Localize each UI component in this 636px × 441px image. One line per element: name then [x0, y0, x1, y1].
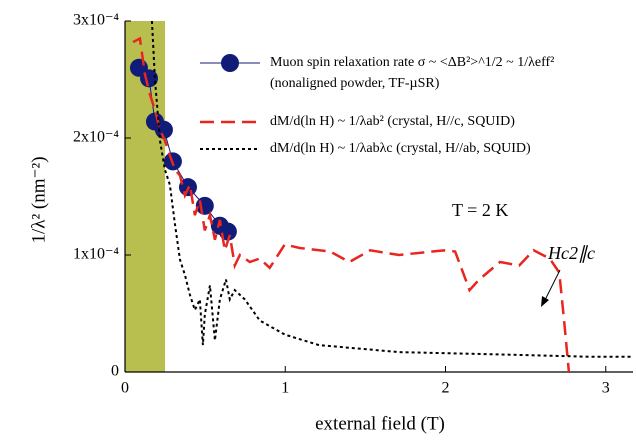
y-tick-label: 0	[111, 363, 119, 380]
legend-label: dM/d(ln H) ~ 1/λab² (crystal, H//c, SQUI…	[270, 114, 515, 129]
arrow-head	[541, 296, 549, 307]
annotation-arrow	[544, 269, 561, 301]
legend-note: (nonaligned powder, TF-µSR)	[270, 76, 440, 91]
x-tick-label: 1	[281, 380, 289, 397]
y-tick-label: 2x10⁻⁴	[73, 129, 119, 146]
x-axis-label: external field (T)	[315, 413, 445, 434]
legend-label: Muon spin relaxation rate σ ~ <ΔB²>^1/2 …	[270, 55, 554, 70]
y-tick-label: 3x10⁻⁴	[73, 12, 119, 29]
series-line	[150, 20, 633, 358]
y-tick-label: 1x10⁻⁴	[73, 246, 119, 263]
x-tick-label: 3	[602, 380, 610, 397]
annotation: T = 2 K	[452, 200, 508, 220]
marker	[195, 196, 214, 215]
y-axis-label: 1/λ² (nm⁻²)	[28, 156, 49, 243]
legend-marker	[221, 54, 239, 72]
x-tick-label: 2	[442, 380, 450, 397]
series-line	[132, 36, 571, 373]
x-tick-label: 0	[121, 380, 129, 397]
legend-label: dM/d(ln H) ~ 1/λabλc (crystal, H//ab, SQ…	[270, 141, 531, 156]
annotation: Hc2∥c	[547, 243, 595, 263]
marker	[140, 69, 159, 88]
